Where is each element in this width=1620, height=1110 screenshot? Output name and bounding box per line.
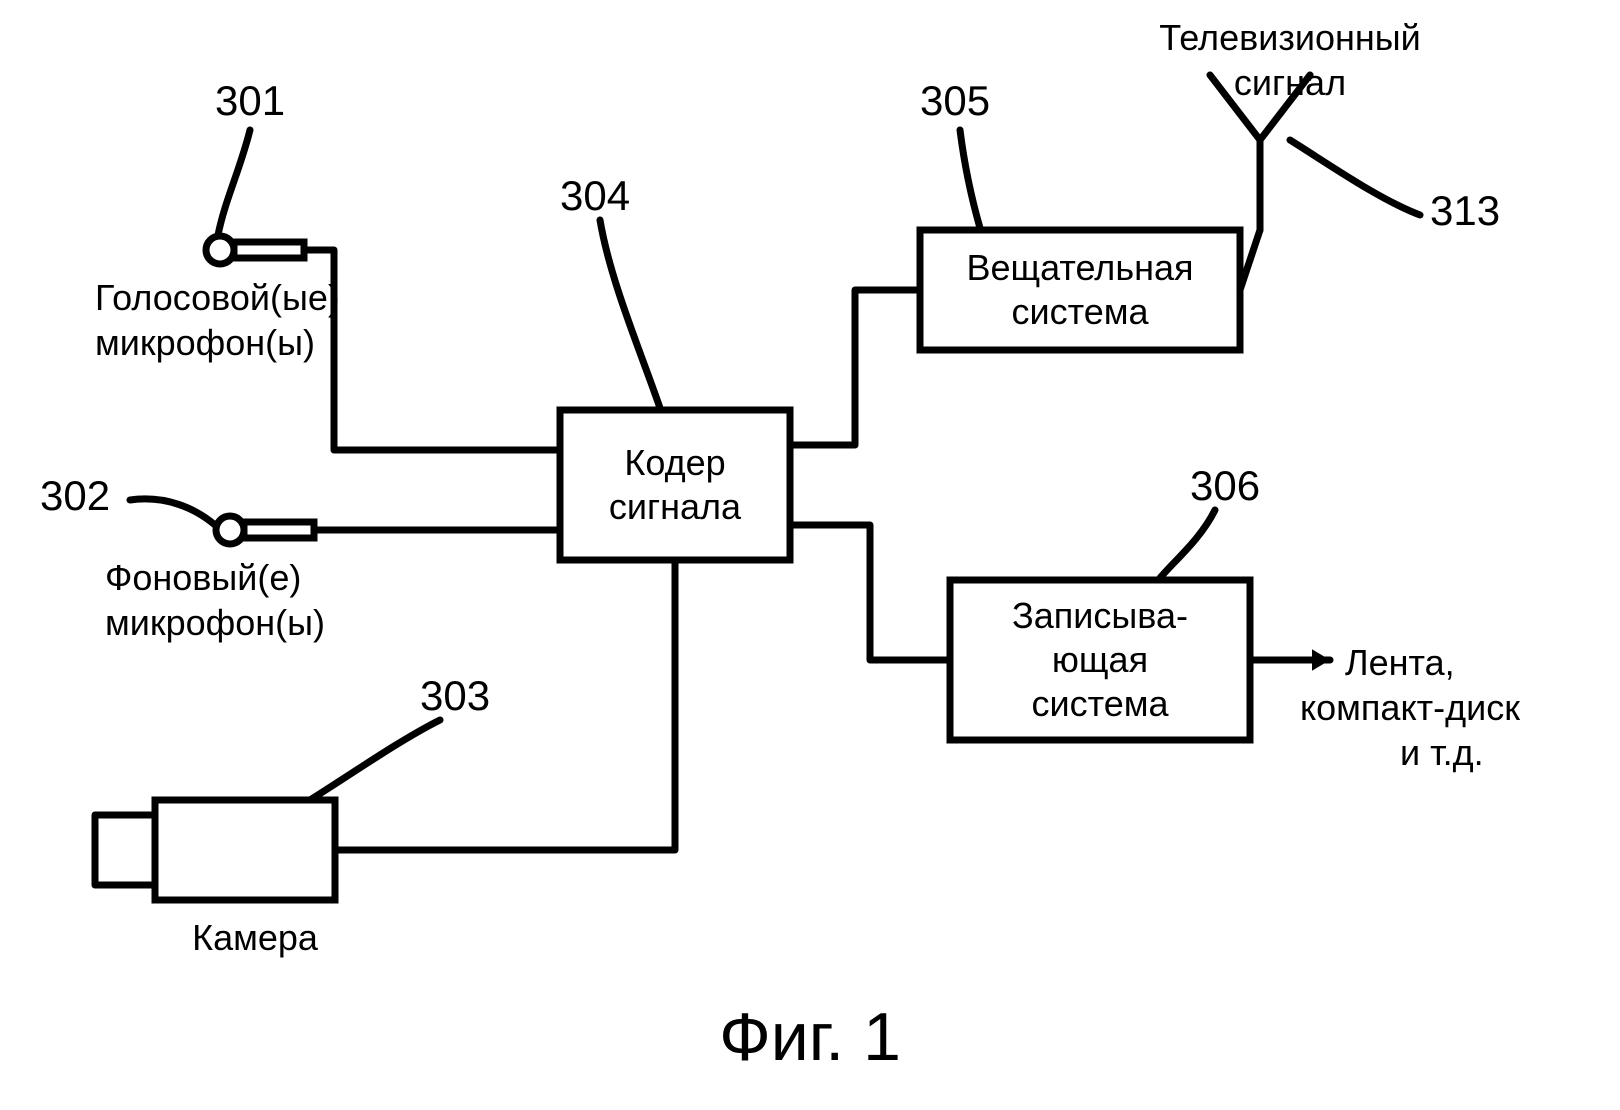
encoder-box: Кодер сигнала: [560, 410, 790, 560]
leader-313: [1290, 140, 1420, 215]
tv-signal-label-2: сигнал: [1234, 62, 1346, 103]
recording-label-3: система: [1032, 683, 1170, 724]
ref-304: 304: [560, 172, 630, 219]
figure-caption: Фиг. 1: [719, 999, 901, 1075]
wire-broadcast: [790, 290, 920, 445]
ref-313: 313: [1430, 187, 1500, 234]
output-label-1: Лента,: [1345, 642, 1455, 683]
leader-306: [1160, 510, 1215, 578]
camera-label: Камера: [192, 917, 319, 958]
camera-icon: [95, 800, 335, 900]
ref-303: 303: [420, 672, 490, 719]
voice-mic-icon: [206, 236, 304, 264]
ref-305: 305: [920, 77, 990, 124]
encoder-label-2: сигнала: [609, 486, 742, 527]
tv-signal-label-1: Телевизионный: [1159, 17, 1420, 58]
voice-mic-label-2: микрофон(ы): [95, 322, 315, 363]
leader-304: [600, 220, 660, 408]
broadcast-box: Вещательная система: [920, 230, 1240, 350]
encoder-label-1: Кодер: [624, 442, 725, 483]
bg-mic-icon: [216, 516, 314, 544]
ref-306: 306: [1190, 462, 1260, 509]
ref-301: 301: [215, 77, 285, 124]
wire-voice: [304, 250, 560, 450]
bg-mic-label-1: Фоновый(е): [105, 557, 301, 598]
leader-301: [218, 130, 250, 235]
recording-box: Записыва- ющая система: [950, 580, 1250, 740]
voice-mic-label-1: Голосовой(ые): [95, 277, 340, 318]
figure-svg: Кодер сигнала Вещательная система Записы…: [0, 0, 1620, 1110]
recording-label-1: Записыва-: [1012, 595, 1188, 636]
wire-camera: [335, 560, 675, 850]
broadcast-label-2: система: [1012, 291, 1150, 332]
broadcast-label-1: Вещательная: [967, 247, 1194, 288]
leader-305: [960, 130, 980, 228]
leader-302: [130, 499, 215, 525]
bg-mic-label-2: микрофон(ы): [105, 602, 325, 643]
output-label-2: компакт-диск: [1300, 687, 1520, 728]
output-arrow-icon: [1250, 649, 1330, 671]
leader-303: [310, 720, 440, 800]
output-label-3: и т.д.: [1400, 732, 1484, 773]
ref-302: 302: [40, 472, 110, 519]
wire-recording: [790, 525, 950, 660]
recording-label-2: ющая: [1052, 639, 1148, 680]
